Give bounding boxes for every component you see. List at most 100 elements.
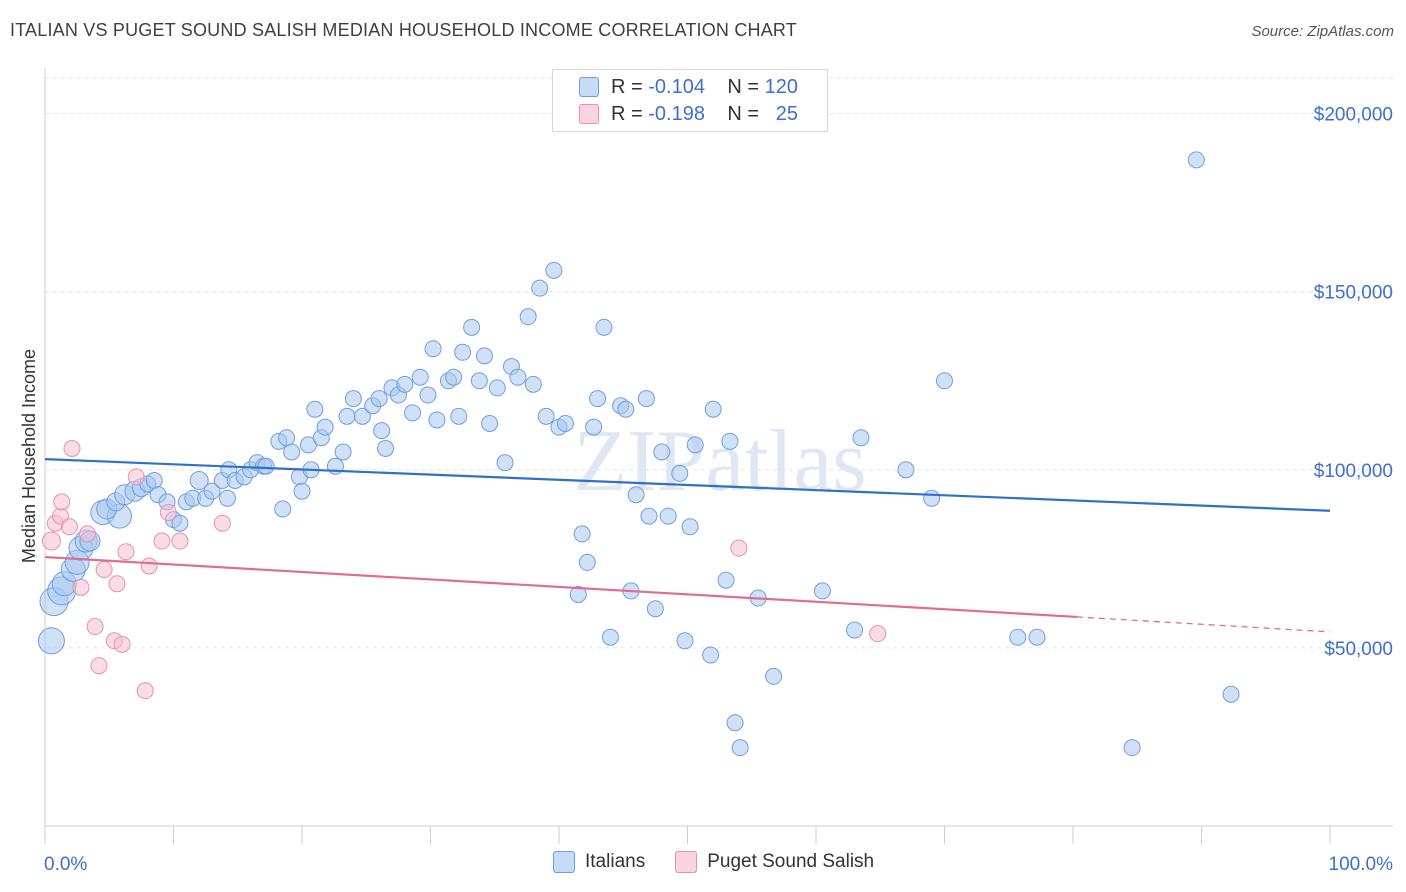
italians-point xyxy=(428,411,446,429)
italians-legend-swatch xyxy=(553,851,575,873)
italians-point xyxy=(470,372,488,390)
italians-point xyxy=(545,261,563,279)
salish-point xyxy=(171,532,189,550)
trend-lines xyxy=(44,458,1331,633)
italians-point xyxy=(617,400,635,418)
salish-points xyxy=(41,439,887,700)
italians-point xyxy=(852,429,870,447)
italians-point xyxy=(145,471,163,489)
italians-point xyxy=(257,457,275,475)
italians-point xyxy=(283,443,301,461)
italians-point xyxy=(353,407,371,425)
italians-point xyxy=(676,632,694,650)
n-value-italians: 120 xyxy=(764,75,798,98)
italians-point xyxy=(274,500,292,518)
salish-point xyxy=(90,657,108,675)
italians-point xyxy=(424,340,442,358)
x-tick-label-start: 0.0% xyxy=(44,854,87,875)
italians-point xyxy=(813,582,831,600)
y-tick-label: $100,000 xyxy=(1314,461,1393,482)
salish-trend-extension xyxy=(1076,616,1331,633)
italians-trend-line xyxy=(44,458,1331,512)
salish-point xyxy=(95,561,113,579)
italians-point xyxy=(445,368,463,386)
italians-point xyxy=(531,279,549,297)
italians-point xyxy=(765,667,783,685)
italians-point xyxy=(454,343,472,361)
italians-point xyxy=(299,436,317,454)
italians-point xyxy=(377,439,395,457)
italians-point xyxy=(450,407,468,425)
italians-point xyxy=(218,489,236,507)
salish-legend-swatch xyxy=(675,851,698,873)
italians-point xyxy=(519,308,537,326)
salish-point xyxy=(53,493,71,511)
italians-point xyxy=(475,347,493,365)
italians-point xyxy=(338,407,356,425)
italians-point xyxy=(627,486,645,504)
n-label: N = xyxy=(727,102,760,125)
italians-point xyxy=(537,407,555,425)
salish-point xyxy=(78,525,96,543)
italians-point xyxy=(370,390,388,408)
n-value-salish: 25 xyxy=(775,102,798,125)
r-value-salish: -0.198 xyxy=(648,102,705,125)
salish-point xyxy=(213,514,231,532)
italians-point xyxy=(1187,151,1205,169)
n-label: N = xyxy=(727,75,760,98)
salish-point xyxy=(60,518,78,536)
italians-point xyxy=(1028,628,1046,646)
italians-point xyxy=(171,514,189,532)
italians-point xyxy=(463,318,481,336)
italians-point xyxy=(936,372,953,390)
salish-point xyxy=(153,532,171,550)
y-axis-label: Median Household Income xyxy=(19,349,39,563)
italians-point xyxy=(601,628,619,646)
salish-point xyxy=(108,575,126,593)
italians-point xyxy=(686,436,704,454)
italians-point xyxy=(293,482,311,500)
r-value-italians: -0.104 xyxy=(648,75,705,98)
italians-point xyxy=(1009,628,1027,646)
salish-point xyxy=(136,682,154,700)
x-tick-label-end: 100.0% xyxy=(1329,854,1394,875)
salish-point xyxy=(117,543,135,561)
series-legend: Italians Puget Sound Salish xyxy=(553,851,874,873)
salish-point xyxy=(140,557,158,575)
italians-point xyxy=(702,646,720,664)
y-tick-label: $50,000 xyxy=(1324,639,1393,660)
salish-point xyxy=(730,539,748,557)
italians-point xyxy=(726,714,744,732)
watermark-text: ZIPatlas xyxy=(573,413,866,510)
italians-point xyxy=(411,368,429,386)
salish-point xyxy=(869,625,887,643)
salish-swatch xyxy=(579,104,599,124)
italians-point xyxy=(578,553,596,571)
italians-point xyxy=(524,375,542,393)
salish-point xyxy=(41,531,61,551)
italians-point xyxy=(717,571,735,589)
italians-point xyxy=(573,525,591,543)
italians-point xyxy=(419,386,437,404)
salish-point xyxy=(159,504,177,522)
italians-point xyxy=(731,739,749,757)
italians-point xyxy=(316,418,334,436)
italians-point xyxy=(897,461,915,479)
italians-point xyxy=(569,585,587,603)
italians-point xyxy=(1123,739,1141,757)
axis-labels: $50,000 $100,000 $150,000 $200,000 0.0% 100.0… xyxy=(19,105,1393,875)
source-label: Source: ZipAtlas.com xyxy=(1251,23,1394,40)
salish-point xyxy=(127,468,145,486)
italians-point xyxy=(334,443,352,461)
italians-point xyxy=(556,415,574,433)
italians-point xyxy=(589,390,607,408)
italians-point xyxy=(653,443,671,461)
italians-point xyxy=(659,507,677,525)
italians-legend-label: Italians xyxy=(585,851,646,872)
axes xyxy=(44,68,1393,844)
italians-point xyxy=(681,518,699,536)
salish-legend-label: Puget Sound Salish xyxy=(707,851,875,872)
r-label: R = xyxy=(611,102,643,125)
italians-point xyxy=(637,390,655,408)
